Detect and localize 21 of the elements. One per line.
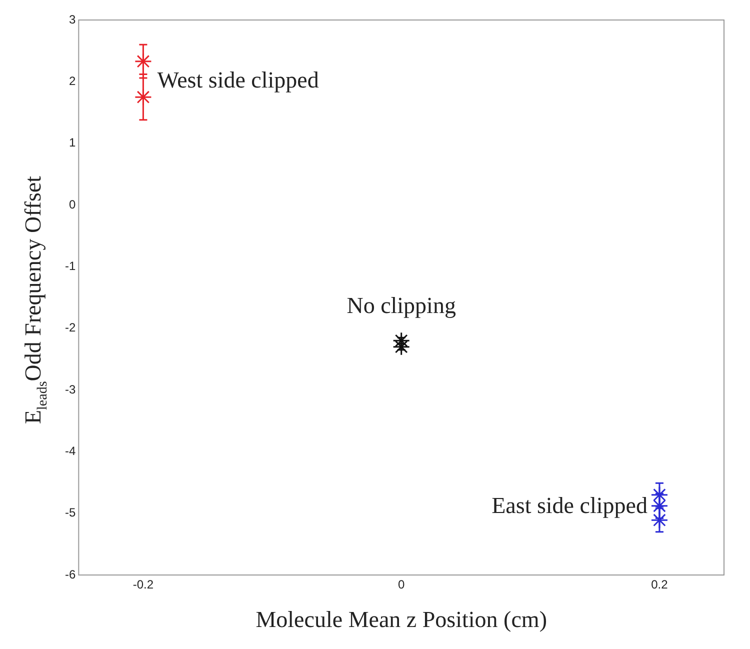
annotation: East side clipped <box>492 493 648 518</box>
y-tick-label: -3 <box>65 382 76 396</box>
point <box>134 88 152 106</box>
point <box>650 511 668 529</box>
y-tick-label: -5 <box>65 506 76 520</box>
y-tick-label: 0 <box>68 197 76 212</box>
annotation: West side clipped <box>157 68 320 93</box>
point <box>650 497 668 515</box>
annotation: No clipping <box>346 293 456 318</box>
x-tick-label: 0.2 <box>651 578 668 592</box>
x-tick-label: 0 <box>398 578 405 592</box>
y-tick-label: 1 <box>68 136 76 150</box>
y-tick-label: 3 <box>68 12 76 26</box>
y-tick-label: -6 <box>65 567 76 582</box>
x-axis-title: Molecule Mean z Position (cm) <box>256 607 547 632</box>
y-tick-label: -1 <box>65 258 76 273</box>
y-tick-label: -4 <box>65 444 76 458</box>
y-tick-label: 2 <box>68 74 76 88</box>
y-tick-label: -2 <box>65 320 76 335</box>
point <box>134 52 152 70</box>
x-tick-label: -0.2 <box>132 578 154 592</box>
